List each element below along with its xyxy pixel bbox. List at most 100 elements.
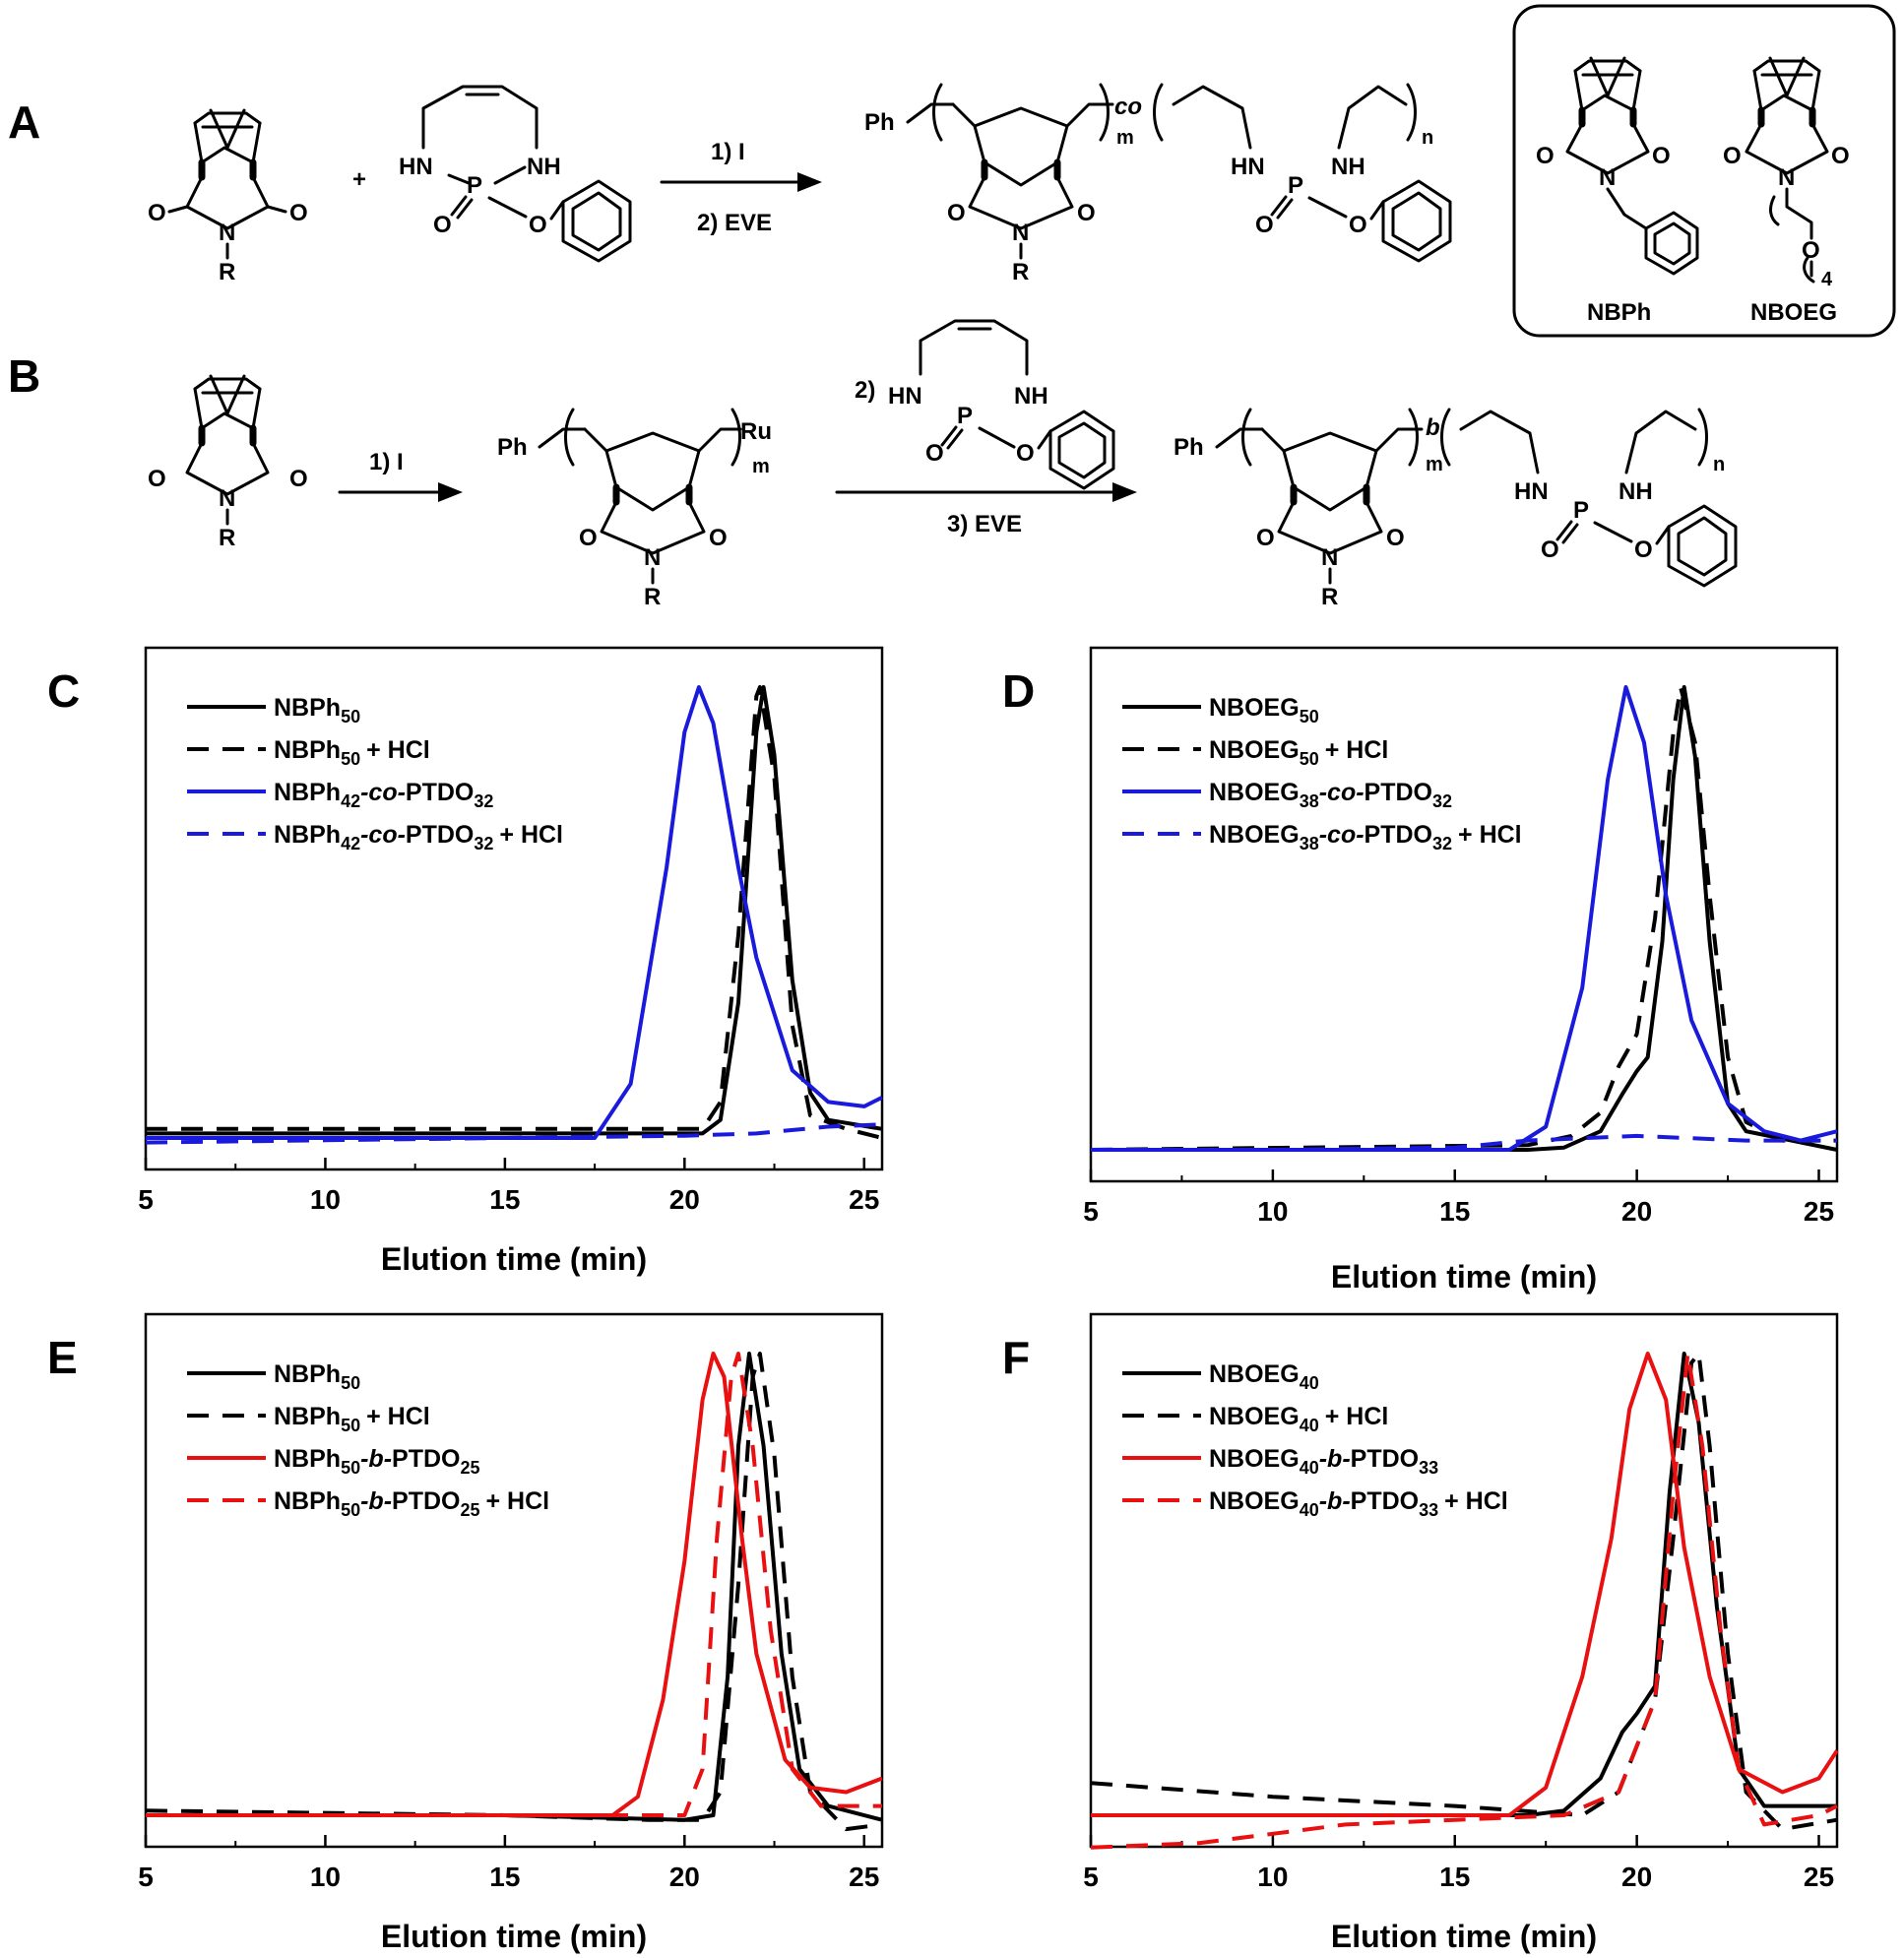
b-prod-ester-o: O [1634,537,1653,563]
legend-label: NBPh50 + HCl [274,1403,430,1435]
prod-a-nh: NH [1331,154,1365,180]
legend-part-label_rest: + HCl [486,1487,550,1515]
inset-nboeg-o-right: O [1831,143,1850,169]
b-prod-o-left: O [1256,525,1275,551]
b-prod-po: O [1541,537,1559,563]
legend-part-label_sub: 40 [1300,1373,1319,1393]
b-int-n: N [644,544,661,571]
legend-part-label_sub2: 32 [474,834,493,853]
prod-a-o-right: O [1077,200,1096,226]
macroinitiator: Ph O O N R Ru m [497,408,772,610]
x-tick-label: 25 [1804,1862,1834,1892]
monomer-inset: O O N NBPh O O N O 4 NBOEG [1512,4,1896,338]
legend-part-label_sub: 50 [341,1458,360,1478]
prod-a-r: R [1012,259,1029,285]
b-prod-hn: HN [1514,478,1549,505]
legend-part-label_sub: 50 [341,1416,360,1435]
legend-part-label_rest: + HCl [499,821,563,849]
series-line-d-3 [1091,1133,1837,1152]
legend-part-label_sub: 50 [341,749,360,769]
inset-nbph-o-left: O [1536,143,1555,169]
legend-part-label_main: NBOEG [1209,694,1300,722]
legend-part-label_sub: 42 [341,791,360,811]
x-tick-label: 5 [138,1184,154,1215]
reaction-arrow-b1: 1) I [338,449,463,502]
legend-part-label_mid_italic: -b- [360,1487,392,1515]
legend-part-label_main: NBPh [274,821,341,849]
scheme-a: A O O N R + HN NH P O O [8,4,1896,338]
x-tick-label: 10 [310,1862,341,1892]
legend-part-label_main: NBPh [274,1487,341,1515]
legend-part-label_sub2: 32 [1432,834,1452,853]
arrow-b2-step2: 2) [855,377,875,404]
b-prod-nh: NH [1618,478,1653,505]
b-prod-n: N [1321,544,1338,571]
panel-label-e: E [47,1332,78,1383]
legend-label: NBOEG40-b-PTDO33 + HCl [1209,1487,1508,1520]
series-line-f-2 [1091,1352,1839,1817]
legend-part-label_rest: + HCl [1325,736,1389,764]
inset-nboeg-ether-o: O [1802,237,1820,264]
x-tick-label: 10 [1257,1862,1288,1892]
inset-nboeg-repeat: 4 [1821,269,1833,290]
legend-part-label_main2: PTDO [406,779,474,806]
series-line-f-0 [1091,1352,1837,1817]
nh-right: NH [527,154,561,180]
x-axis-label: Elution time (min) [1331,1919,1597,1954]
legend-part-label_sub: 40 [1300,1500,1319,1520]
series-line-f-3 [1090,1352,1838,1850]
b-prod-r: R [1321,584,1338,610]
legend-part-label_main: NBOEG [1209,736,1300,764]
legend-part-label_mid_italic: -co- [1319,821,1365,849]
inset-nbph-label: NBPh [1587,299,1651,326]
legend-part-label_sub: 50 [341,1373,360,1393]
series-line-d-2 [1091,685,1838,1152]
legend-part-label_main2: PTDO [392,1487,460,1515]
legend-part-label_sub2: 25 [460,1500,479,1520]
legend-part-label_main: NBOEG [1209,1360,1300,1388]
prod-a-hn: HN [1231,154,1265,180]
copolymer-product: Ph O O N R m co n HN NH P O O [864,83,1452,285]
legend-part-label_main: NBPh [274,1360,341,1388]
legend-part-label_main: NBOEG [1209,779,1300,806]
legend-part-label_main: NBPh [274,779,341,806]
x-axis-label: Elution time (min) [1331,1259,1597,1295]
x-tick-label: 20 [669,1184,700,1215]
inset-nboeg-o-left: O [1723,143,1742,169]
plot-frame [144,1312,884,1849]
legend-label: NBOEG38-co-PTDO32 [1209,779,1452,811]
inset-nboeg-label: NBOEG [1750,299,1837,326]
series-line-e-1 [145,1352,883,1832]
b-mono-n: N [219,485,235,512]
x-tick-label: 10 [1257,1196,1288,1227]
plot-frame [1089,646,1839,1183]
legend-part-label_sub2: 32 [1432,791,1452,811]
legend-part-label_sub: 40 [1300,1416,1319,1435]
r-group: R [219,259,235,285]
b-prod-m: m [1426,454,1443,475]
prod-a-n: N [1012,220,1029,246]
prod-a-p: P [1288,172,1303,199]
legend-part-label_mid_italic: -b- [360,1445,392,1473]
series-line-c-1 [146,685,883,1140]
legend-part-label_sub: 42 [341,834,360,853]
arrow-b2-step3: 3) EVE [947,511,1022,537]
b-cyc-ester-o: O [1016,440,1035,467]
reaction-arrow-b2: 2) HN NH P O O 3) EVE [835,319,1137,537]
carbonyl-o-right: O [289,200,308,226]
b-cyc-nh: NH [1014,383,1048,410]
legend-part-label_mid_italic: -co- [360,821,406,849]
panel-label-c: C [47,665,80,717]
b-prod-o-right: O [1386,525,1405,551]
reaction-arrow-a: 1) I 2) EVE [660,139,822,236]
b-cyc-po: O [925,440,944,467]
legend-label: NBPh50-b-PTDO25 + HCl [274,1487,549,1520]
legend-part-label_main2: PTDO [1365,779,1432,806]
b-int-o-left: O [579,525,598,551]
legend-part-label_main: NBOEG [1209,1403,1300,1430]
x-tick-label: 10 [310,1184,341,1215]
prod-a-m: m [1116,127,1134,149]
legend-part-label_main2: PTDO [1351,1445,1419,1473]
phosphorus: P [467,172,482,199]
